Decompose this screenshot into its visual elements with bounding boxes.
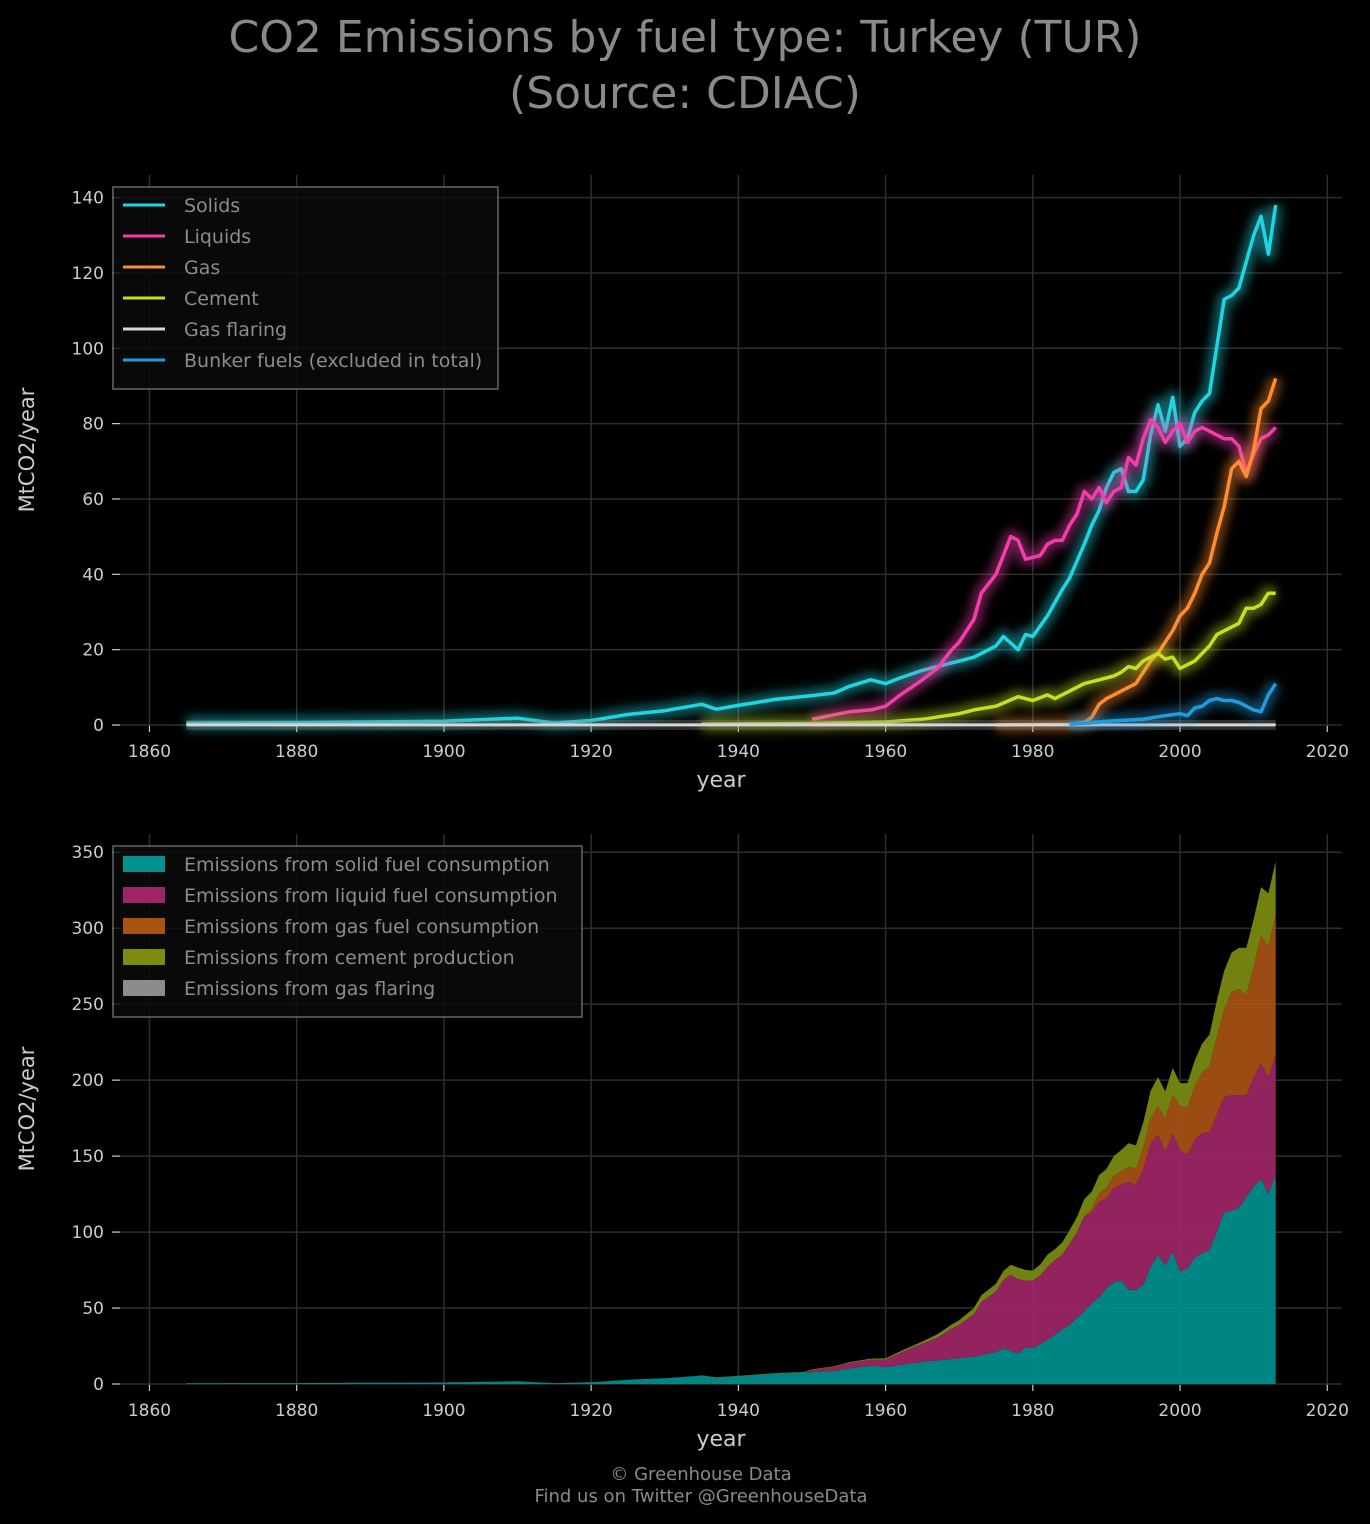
y-tick-label: 140 bbox=[72, 189, 104, 209]
legend-label: Cement bbox=[184, 288, 259, 310]
x-tick-label: 1900 bbox=[422, 742, 465, 762]
series-line bbox=[186, 204, 1278, 725]
legend-area-swatch bbox=[123, 856, 165, 872]
x-tick-label: 2020 bbox=[1306, 742, 1349, 762]
y-tick-label: 50 bbox=[82, 1299, 104, 1319]
chart-title-line2: (Source: CDIAC) bbox=[509, 68, 861, 119]
x-tick-label: 1960 bbox=[864, 742, 907, 762]
series-line bbox=[1069, 682, 1278, 726]
legend-label: Liquids bbox=[184, 226, 251, 248]
x-tick-label: 1960 bbox=[864, 1401, 907, 1421]
footer-credit: © Greenhouse Data bbox=[610, 1464, 792, 1485]
line-chart-panel: 1860 1880 1900 1920 1940 1960 1980 2000 2020 0 20 4… bbox=[15, 175, 1349, 793]
x-tick-label: 1980 bbox=[1011, 1401, 1054, 1421]
x-tick-label: 2000 bbox=[1158, 742, 1201, 762]
legend-box bbox=[112, 186, 499, 390]
series-line bbox=[701, 591, 1276, 726]
y-tick-label: 350 bbox=[72, 843, 104, 863]
series-line bbox=[811, 418, 1277, 722]
footer-twitter: Find us on Twitter @GreenhouseData bbox=[534, 1486, 868, 1507]
y-tick-label: 300 bbox=[72, 919, 104, 939]
y-axis-label: MtCO2/year bbox=[15, 387, 39, 512]
x-tick-label: 1880 bbox=[275, 742, 318, 762]
legend-label: Gas bbox=[184, 257, 220, 279]
stacked-area-panel: 1860 1880 1900 1920 1940 1960 1980 2000 2020 0 50 1… bbox=[15, 834, 1349, 1452]
legend-area-swatch bbox=[123, 980, 165, 996]
legend-label: Emissions from gas flaring bbox=[184, 978, 435, 1000]
legend-area-swatch bbox=[123, 918, 165, 934]
y-axis-label: MtCO2/year bbox=[15, 1046, 39, 1171]
y-tick-label: 0 bbox=[93, 1375, 104, 1395]
y-tick-label: 60 bbox=[82, 490, 104, 510]
x-axis-label: year bbox=[696, 1427, 746, 1452]
chart-title-line1: CO2 Emissions by fuel type: Turkey (TUR) bbox=[228, 12, 1142, 63]
y-tick-label: 0 bbox=[93, 716, 104, 736]
area-layer bbox=[186, 1174, 1276, 1384]
legend-label: Emissions from solid fuel consumption bbox=[184, 854, 550, 876]
x-tick-label: 1920 bbox=[569, 742, 612, 762]
x-tick-label: 2000 bbox=[1158, 1401, 1201, 1421]
area-layer bbox=[186, 1054, 1276, 1384]
x-tick-label: 1860 bbox=[128, 1401, 171, 1421]
legend-label: Gas flaring bbox=[184, 319, 287, 341]
legend-box bbox=[112, 845, 583, 1018]
x-axis-label: year bbox=[696, 768, 746, 793]
y-tick-label: 120 bbox=[72, 264, 104, 284]
y-tick-label: 150 bbox=[72, 1147, 104, 1167]
legend-label: Emissions from cement production bbox=[184, 947, 515, 969]
legend-label: Bunker fuels (excluded in total) bbox=[184, 350, 482, 372]
x-tick-label: 1860 bbox=[128, 742, 171, 762]
x-tick-label: 1920 bbox=[569, 1401, 612, 1421]
y-tick-label: 100 bbox=[72, 1223, 104, 1243]
y-tick-label: 40 bbox=[82, 565, 104, 585]
legend-area-swatch bbox=[123, 887, 165, 903]
legend-label: Emissions from gas fuel consumption bbox=[184, 916, 539, 938]
y-tick-label: 200 bbox=[72, 1071, 104, 1091]
x-tick-label: 1940 bbox=[717, 742, 760, 762]
x-tick-label: 1980 bbox=[1011, 742, 1054, 762]
series-line bbox=[995, 377, 1278, 727]
y-tick-label: 250 bbox=[72, 995, 104, 1015]
x-tick-label: 1940 bbox=[717, 1401, 760, 1421]
x-tick-label: 1880 bbox=[275, 1401, 318, 1421]
y-tick-label: 20 bbox=[82, 641, 104, 661]
x-tick-label: 2020 bbox=[1306, 1401, 1349, 1421]
legend-area-swatch bbox=[123, 949, 165, 965]
y-tick-label: 80 bbox=[82, 415, 104, 435]
x-tick-label: 1900 bbox=[422, 1401, 465, 1421]
legend-label: Solids bbox=[184, 195, 240, 217]
legend-label: Emissions from liquid fuel consumption bbox=[184, 885, 558, 907]
y-tick-label: 100 bbox=[72, 339, 104, 359]
